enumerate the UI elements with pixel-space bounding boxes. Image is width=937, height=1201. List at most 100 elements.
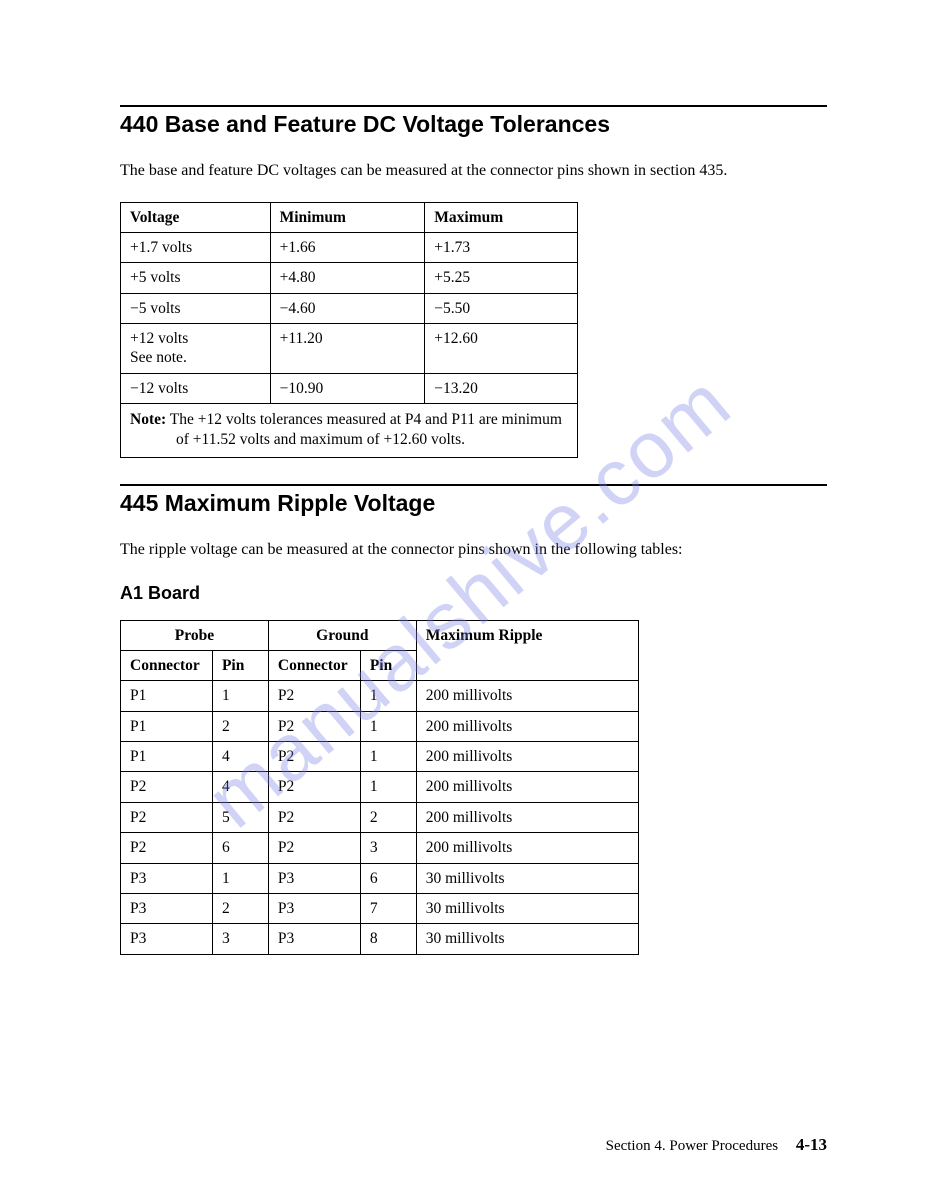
table-row: P32P3730 millivolts (121, 893, 639, 923)
table-cell: P2 (268, 681, 360, 711)
section-445-heading: 445 Maximum Ripple Voltage (120, 490, 827, 517)
footer-page-number: 4-13 (796, 1135, 827, 1154)
table-cell: +1.7 volts (121, 232, 271, 262)
table-cell: +12.60 (425, 324, 578, 374)
section-440-heading: 440 Base and Feature DC Voltage Toleranc… (120, 111, 827, 138)
table-row: +1.7 volts+1.66+1.73 (121, 232, 578, 262)
table-cell: P3 (268, 863, 360, 893)
col-max-ripple: Maximum Ripple (416, 620, 638, 681)
table-row: −5 volts−4.60−5.50 (121, 293, 578, 323)
table-cell: P2 (268, 742, 360, 772)
table-cell: +4.80 (270, 263, 425, 293)
table-cell: 30 millivolts (416, 924, 638, 954)
table-cell: 200 millivolts (416, 772, 638, 802)
table-cell: 8 (360, 924, 416, 954)
table-cell: 7 (360, 893, 416, 923)
table-cell: P3 (268, 924, 360, 954)
table-cell: P2 (121, 802, 213, 832)
table-cell: P2 (121, 833, 213, 863)
table-note-row: Note: The +12 volts tolerances measured … (121, 404, 578, 458)
table-cell: 1 (360, 742, 416, 772)
table-cell: P1 (121, 711, 213, 741)
table-cell: +5 volts (121, 263, 271, 293)
table-row: P11P21200 millivolts (121, 681, 639, 711)
col-ground-pin: Pin (360, 650, 416, 680)
table-cell: 200 millivolts (416, 711, 638, 741)
table-cell: +1.73 (425, 232, 578, 262)
table-cell: 1 (212, 681, 268, 711)
table-cell: 3 (360, 833, 416, 863)
table-cell: 4 (212, 772, 268, 802)
table-cell: −12 volts (121, 373, 271, 403)
table-cell: 200 millivolts (416, 742, 638, 772)
tolerances-note: Note: The +12 volts tolerances measured … (121, 404, 578, 458)
table-cell: −5.50 (425, 293, 578, 323)
table-cell: P2 (121, 772, 213, 802)
table-cell: +1.66 (270, 232, 425, 262)
section-445-intro: The ripple voltage can be measured at th… (120, 539, 827, 561)
table-group-header-row: Probe Ground Maximum Ripple (121, 620, 639, 650)
table-cell: +12 voltsSee note. (121, 324, 271, 374)
table-cell: +11.20 (270, 324, 425, 374)
table-cell: 1 (360, 772, 416, 802)
col-probe-pin: Pin (212, 650, 268, 680)
table-cell: 1 (360, 711, 416, 741)
table-cell: P2 (268, 833, 360, 863)
ripple-table: Probe Ground Maximum Ripple Connector Pi… (120, 620, 639, 955)
table-cell: P3 (268, 893, 360, 923)
table-cell: 3 (212, 924, 268, 954)
table-row: P31P3630 millivolts (121, 863, 639, 893)
table-cell: 30 millivolts (416, 893, 638, 923)
table-cell: P1 (121, 681, 213, 711)
table-cell: 6 (360, 863, 416, 893)
table-row: P33P3830 millivolts (121, 924, 639, 954)
table-cell: P3 (121, 863, 213, 893)
table-cell: P1 (121, 742, 213, 772)
table-row: P25P22200 millivolts (121, 802, 639, 832)
table-cell: 200 millivolts (416, 802, 638, 832)
col-ground-connector: Connector (268, 650, 360, 680)
table-cell: 5 (212, 802, 268, 832)
table-cell: P2 (268, 802, 360, 832)
col-maximum: Maximum (425, 202, 578, 232)
table-row: P12P21200 millivolts (121, 711, 639, 741)
table-row: P26P23200 millivolts (121, 833, 639, 863)
col-minimum: Minimum (270, 202, 425, 232)
table-cell: 200 millivolts (416, 681, 638, 711)
table-cell: 200 millivolts (416, 833, 638, 863)
group-ground: Ground (268, 620, 416, 650)
tolerances-table: Voltage Minimum Maximum +1.7 volts+1.66+… (120, 202, 578, 458)
table-cell: 1 (212, 863, 268, 893)
a1-board-subheading: A1 Board (120, 583, 827, 604)
table-cell: 2 (212, 711, 268, 741)
group-probe: Probe (121, 620, 269, 650)
table-cell: P3 (121, 924, 213, 954)
section-rule (120, 105, 827, 107)
table-header-row: Voltage Minimum Maximum (121, 202, 578, 232)
table-row: P24P21200 millivolts (121, 772, 639, 802)
table-cell: P3 (121, 893, 213, 923)
col-voltage: Voltage (121, 202, 271, 232)
note-label: Note: (130, 411, 166, 428)
table-cell: 1 (360, 681, 416, 711)
col-probe-connector: Connector (121, 650, 213, 680)
table-cell: 2 (212, 893, 268, 923)
table-cell: P2 (268, 711, 360, 741)
page-footer: Section 4. Power Procedures 4-13 (606, 1135, 827, 1155)
table-cell: 4 (212, 742, 268, 772)
section-440-intro: The base and feature DC voltages can be … (120, 160, 827, 182)
table-cell: −10.90 (270, 373, 425, 403)
page-content: 440 Base and Feature DC Voltage Toleranc… (0, 0, 937, 955)
table-cell: −5 volts (121, 293, 271, 323)
table-cell: +5.25 (425, 263, 578, 293)
note-text: The +12 volts tolerances measured at P4 … (170, 411, 562, 447)
table-row: P14P21200 millivolts (121, 742, 639, 772)
table-row: +5 volts+4.80+5.25 (121, 263, 578, 293)
table-cell: −4.60 (270, 293, 425, 323)
table-cell: −13.20 (425, 373, 578, 403)
footer-section-label: Section 4. Power Procedures (606, 1138, 778, 1154)
table-cell: P2 (268, 772, 360, 802)
section-rule (120, 484, 827, 486)
table-cell: 6 (212, 833, 268, 863)
table-row: +12 voltsSee note.+11.20+12.60 (121, 324, 578, 374)
